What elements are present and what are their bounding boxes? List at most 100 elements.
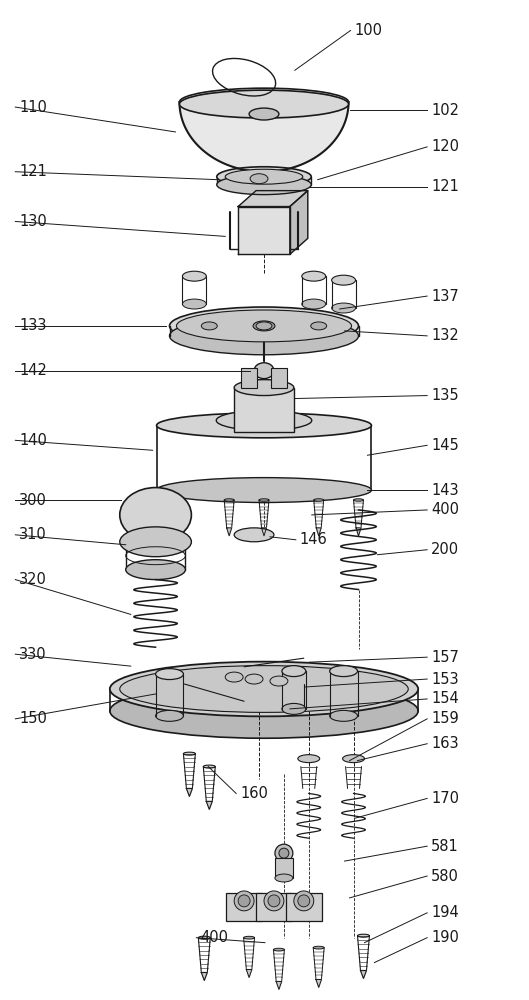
Ellipse shape: [311, 322, 327, 330]
Ellipse shape: [314, 499, 324, 501]
Ellipse shape: [302, 299, 326, 309]
Polygon shape: [290, 191, 308, 254]
Polygon shape: [356, 528, 361, 536]
Ellipse shape: [248, 410, 280, 420]
Ellipse shape: [216, 410, 312, 430]
Ellipse shape: [275, 874, 293, 882]
Ellipse shape: [249, 108, 279, 120]
Ellipse shape: [184, 752, 195, 755]
Polygon shape: [238, 207, 290, 254]
Text: 190: 190: [431, 930, 459, 945]
Ellipse shape: [353, 499, 363, 501]
Ellipse shape: [203, 765, 215, 768]
Ellipse shape: [234, 528, 274, 542]
Text: 121: 121: [19, 164, 47, 179]
Ellipse shape: [256, 322, 272, 330]
Text: 157: 157: [431, 650, 459, 665]
Bar: [234, 388, 294, 432]
Ellipse shape: [224, 499, 234, 501]
Text: 150: 150: [19, 711, 47, 726]
Text: 300: 300: [19, 493, 47, 508]
Text: 146: 146: [300, 532, 327, 547]
Ellipse shape: [120, 527, 191, 557]
Polygon shape: [276, 981, 281, 989]
Ellipse shape: [110, 684, 418, 738]
Ellipse shape: [330, 666, 358, 677]
Ellipse shape: [358, 934, 369, 937]
Polygon shape: [202, 973, 207, 980]
Ellipse shape: [275, 844, 293, 862]
Ellipse shape: [120, 666, 408, 712]
Text: 580: 580: [431, 869, 459, 884]
Ellipse shape: [157, 478, 371, 502]
Ellipse shape: [156, 669, 184, 680]
Bar: [226, 893, 262, 921]
Text: 120: 120: [431, 139, 459, 154]
Ellipse shape: [332, 275, 355, 285]
Ellipse shape: [244, 936, 254, 939]
Bar: [271, 368, 287, 388]
Polygon shape: [186, 788, 193, 796]
Ellipse shape: [179, 88, 349, 116]
Text: 137: 137: [431, 289, 459, 304]
Bar: [275, 858, 293, 878]
Polygon shape: [316, 979, 322, 987]
Text: 159: 159: [431, 711, 459, 726]
Text: 310: 310: [19, 527, 47, 542]
Ellipse shape: [298, 895, 310, 907]
Ellipse shape: [268, 895, 280, 907]
Polygon shape: [360, 971, 367, 978]
Ellipse shape: [254, 363, 274, 379]
Ellipse shape: [169, 307, 359, 345]
Ellipse shape: [313, 946, 324, 949]
Ellipse shape: [126, 560, 186, 580]
Ellipse shape: [177, 310, 352, 342]
Text: 170: 170: [431, 791, 459, 806]
Ellipse shape: [343, 755, 364, 763]
Text: 194: 194: [431, 905, 459, 920]
Text: 135: 135: [431, 388, 459, 403]
Ellipse shape: [183, 271, 206, 281]
Bar: [241, 368, 257, 388]
Ellipse shape: [250, 174, 268, 184]
Ellipse shape: [245, 674, 263, 684]
Text: 320: 320: [19, 572, 47, 587]
Text: 200: 200: [431, 542, 459, 557]
Text: 140: 140: [19, 433, 47, 448]
Ellipse shape: [273, 948, 285, 951]
Text: 121: 121: [431, 179, 459, 194]
Ellipse shape: [169, 317, 359, 355]
Text: 143: 143: [431, 483, 459, 498]
Polygon shape: [179, 102, 349, 172]
Ellipse shape: [120, 488, 191, 542]
Ellipse shape: [234, 891, 254, 911]
Ellipse shape: [264, 891, 284, 911]
Text: 142: 142: [19, 363, 47, 378]
Ellipse shape: [238, 895, 250, 907]
Text: 133: 133: [19, 318, 47, 333]
Text: 130: 130: [19, 214, 47, 229]
Ellipse shape: [259, 499, 269, 501]
Ellipse shape: [110, 662, 418, 716]
Ellipse shape: [198, 936, 211, 939]
Text: 160: 160: [240, 786, 268, 801]
Ellipse shape: [330, 710, 358, 721]
Ellipse shape: [302, 271, 326, 281]
Text: 400: 400: [431, 502, 459, 517]
Ellipse shape: [294, 891, 314, 911]
Ellipse shape: [183, 299, 206, 309]
Polygon shape: [247, 970, 252, 977]
Polygon shape: [238, 191, 308, 207]
Text: 400: 400: [200, 930, 229, 945]
Ellipse shape: [270, 676, 288, 686]
Ellipse shape: [156, 710, 184, 721]
Polygon shape: [206, 801, 212, 809]
Ellipse shape: [217, 175, 311, 195]
Text: 581: 581: [431, 839, 459, 854]
Ellipse shape: [157, 413, 371, 438]
Bar: [286, 893, 322, 921]
Ellipse shape: [282, 666, 306, 677]
Text: 145: 145: [431, 438, 459, 453]
Text: 110: 110: [19, 100, 47, 115]
Text: 100: 100: [354, 23, 382, 38]
